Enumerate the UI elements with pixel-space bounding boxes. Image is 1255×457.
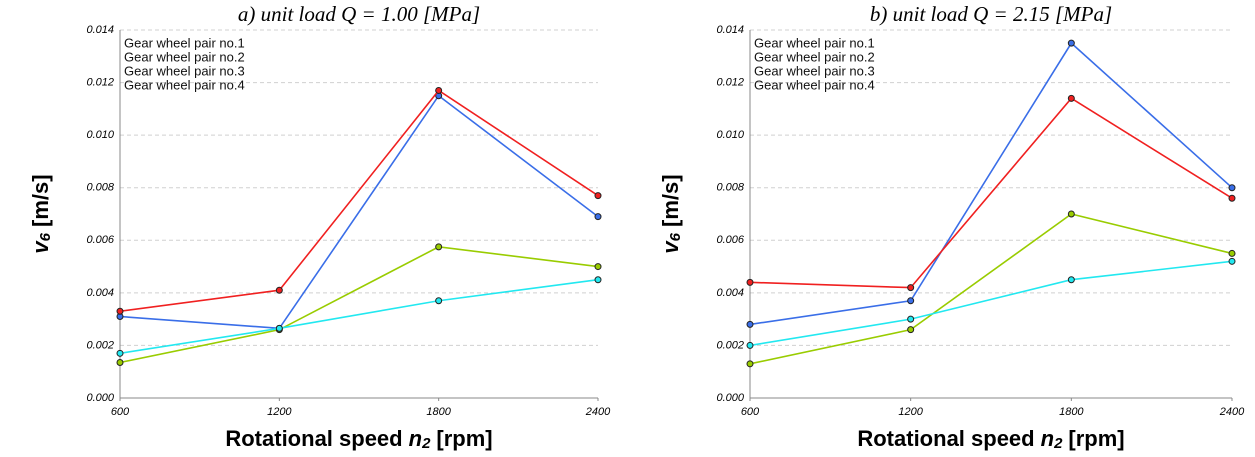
- y-tick-label: 0.002: [716, 339, 744, 351]
- legend-entry: Gear wheel pair no.4: [124, 77, 245, 92]
- y-label-subscript: 6: [667, 232, 684, 241]
- x-tick-label: 1200: [267, 406, 292, 418]
- x-tick-label: 2400: [1219, 406, 1245, 418]
- x-tick-label: 1200: [898, 406, 923, 418]
- data-point: [1228, 257, 1236, 265]
- x-tick-label: 600: [741, 406, 760, 418]
- y-tick-label: 0.014: [86, 24, 114, 36]
- x-label-subscript: 2: [1053, 435, 1063, 452]
- series-line: [119, 94, 599, 330]
- x-tick-label: 2400: [585, 406, 611, 418]
- y-tick-label: 0.004: [716, 287, 744, 299]
- data-point: [746, 341, 754, 349]
- x-label-subscript: 2: [421, 435, 431, 452]
- data-point: [746, 320, 754, 328]
- data-point: [1228, 249, 1236, 257]
- chart-title: a) unit load Q = 1.00 [MPa]: [238, 2, 480, 26]
- y-tick-label: 0.000: [716, 392, 744, 404]
- x-axis-label: Rotational speed n2 [rpm]: [225, 426, 492, 452]
- legend-entry: Gear wheel pair no.4: [754, 77, 875, 92]
- y-label-symbol: v: [28, 240, 53, 254]
- legend-entry: Gear wheel pair no.2: [754, 49, 875, 64]
- y-tick-label: 0.002: [86, 339, 114, 351]
- data-point: [116, 307, 124, 315]
- x-label-symbol: n: [1041, 426, 1054, 451]
- data-point: [594, 213, 602, 221]
- legend-entry: Gear wheel pair no.1: [754, 35, 875, 50]
- data-point: [594, 276, 602, 284]
- data-point: [746, 278, 754, 286]
- y-tick-label: 0.010: [716, 129, 744, 141]
- x-axis-label: Rotational speed n2 [rpm]: [857, 426, 1124, 452]
- y-axis-label: v6 [m/s]: [28, 174, 54, 253]
- series-line: [749, 41, 1233, 326]
- y-tick-label: 0.004: [86, 287, 114, 299]
- y-tick-label: 0.006: [86, 234, 114, 246]
- series-line: [749, 260, 1233, 347]
- data-point: [907, 297, 915, 305]
- y-tick-label: 0.014: [716, 24, 744, 36]
- legend-entry: Gear wheel pair no.3: [754, 63, 875, 78]
- y-tick-label: 0.008: [86, 182, 114, 194]
- data-point: [594, 192, 602, 200]
- series-line: [749, 213, 1233, 365]
- y-tick-label: 0.008: [716, 182, 744, 194]
- legend-entry: Gear wheel pair no.1: [124, 35, 245, 50]
- y-tick-label: 0.010: [86, 129, 114, 141]
- legend-entry: Gear wheel pair no.3: [124, 63, 245, 78]
- y-axis-label: v6 [m/s]: [658, 174, 684, 253]
- x-tick-label: 1800: [1059, 406, 1084, 418]
- data-point: [594, 263, 602, 271]
- x-tick-label: 1800: [426, 406, 451, 418]
- data-point: [116, 359, 124, 367]
- data-point: [907, 284, 915, 292]
- series-line: [119, 246, 599, 364]
- chart-title: b) unit load Q = 2.15 [MPa]: [870, 2, 1112, 26]
- x-label-symbol: n: [409, 426, 422, 451]
- data-point: [1228, 194, 1236, 202]
- x-label-text: Rotational speed: [857, 426, 1034, 451]
- data-point: [1067, 276, 1075, 284]
- data-point: [907, 326, 915, 334]
- data-point: [1067, 210, 1075, 218]
- x-label-unit: [rpm]: [1068, 426, 1124, 451]
- y-label-symbol: v: [658, 240, 683, 254]
- data-point: [1228, 184, 1236, 192]
- data-point: [275, 324, 283, 332]
- y-tick-label: 0.000: [86, 392, 114, 404]
- y-tick-label: 0.006: [716, 234, 744, 246]
- data-point: [116, 349, 124, 357]
- y-tick-label: 0.012: [86, 76, 114, 88]
- x-label-unit: [rpm]: [436, 426, 492, 451]
- data-point: [435, 86, 443, 94]
- y-label-unit: [m/s]: [658, 174, 683, 227]
- series-line: [749, 97, 1233, 289]
- data-point: [1067, 94, 1075, 102]
- series-line: [119, 278, 599, 355]
- legend-entry: Gear wheel pair no.2: [124, 49, 245, 64]
- y-label-subscript: 6: [37, 232, 54, 241]
- x-tick-label: 600: [111, 406, 130, 418]
- data-point: [275, 286, 283, 294]
- y-tick-label: 0.012: [716, 76, 744, 88]
- data-point: [435, 243, 443, 251]
- data-point: [746, 360, 754, 368]
- x-label-text: Rotational speed: [225, 426, 402, 451]
- y-label-unit: [m/s]: [28, 174, 53, 227]
- data-point: [1067, 39, 1075, 47]
- data-point: [907, 315, 915, 323]
- data-point: [435, 297, 443, 305]
- series-line: [119, 89, 599, 313]
